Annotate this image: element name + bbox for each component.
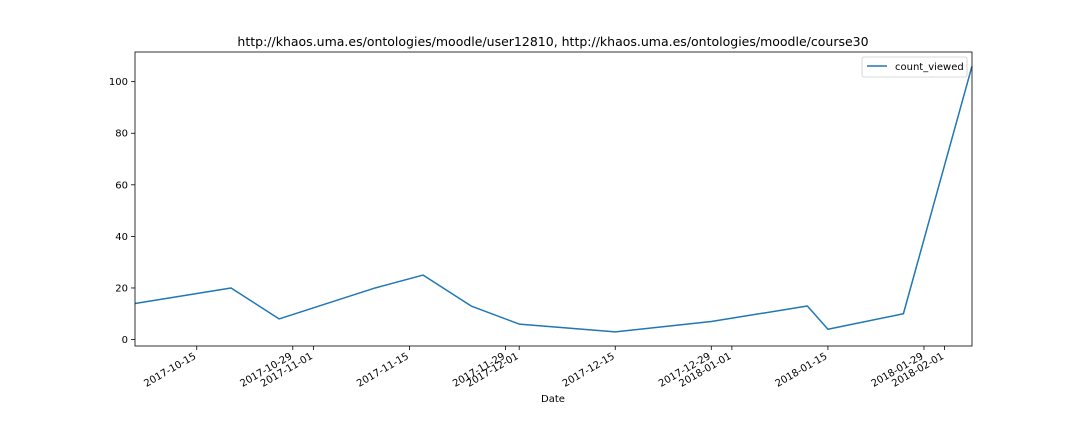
y-tick-label: 40 bbox=[115, 232, 128, 243]
legend-box bbox=[861, 56, 968, 78]
plot-area bbox=[135, 52, 972, 346]
series-line-count-viewed bbox=[134, 65, 973, 333]
legend-label-count-viewed: count_viewed bbox=[895, 62, 964, 73]
x-tick-label: 2017-11-15 bbox=[355, 351, 411, 390]
series-layer bbox=[134, 65, 973, 333]
x-tick-label: 2017-12-15 bbox=[561, 351, 617, 390]
y-tick-label: 80 bbox=[115, 129, 128, 140]
x-axis-label: Date bbox=[541, 394, 565, 405]
y-tick-label: 20 bbox=[115, 283, 128, 294]
chart-title: http://khaos.uma.es/ontologies/moodle/us… bbox=[237, 34, 868, 49]
y-axis: 0 20 40 60 80 100 bbox=[109, 77, 135, 346]
y-tick-label: 60 bbox=[115, 180, 128, 191]
y-tick-label: 0 bbox=[122, 335, 128, 346]
plot-frame bbox=[134, 51, 973, 347]
x-tick-label: 2017-10-15 bbox=[142, 351, 198, 390]
y-tick-label: 100 bbox=[109, 77, 128, 88]
x-tick-label: 2018-01-15 bbox=[774, 351, 830, 390]
legend: count_viewed bbox=[861, 56, 968, 78]
